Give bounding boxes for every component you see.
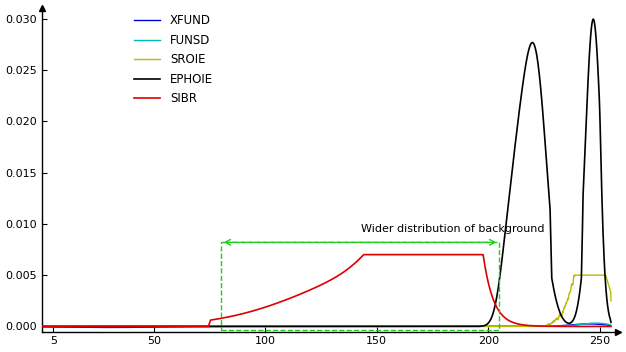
XFUND [316, 324, 323, 328]
SIBR [591, 324, 598, 328]
XFUND [592, 322, 599, 326]
XFUND [591, 322, 598, 326]
Line: SROIE: SROIE [42, 275, 611, 326]
FUNSD [486, 324, 494, 328]
Line: FUNSD: FUNSD [42, 323, 611, 326]
SIBR [38, 324, 46, 328]
FUNSD [590, 321, 598, 325]
FUNSD [591, 321, 598, 325]
XFUND [585, 322, 593, 326]
Text: Wider distribution of background: Wider distribution of background [361, 224, 545, 234]
EPHOIE [315, 324, 322, 328]
SROIE [591, 273, 598, 277]
SIBR [68, 324, 75, 328]
EPHOIE [38, 324, 46, 328]
EPHOIE [300, 324, 307, 328]
XFUND [300, 324, 308, 328]
Line: SIBR: SIBR [42, 254, 611, 326]
Bar [220, 242, 500, 329]
SROIE [591, 273, 598, 277]
SIBR [315, 284, 322, 288]
XFUND [68, 325, 75, 329]
SROIE [315, 324, 322, 328]
SIBR [360, 252, 367, 257]
EPHOIE [68, 324, 75, 328]
FUNSD [592, 321, 599, 325]
SIBR [300, 291, 307, 295]
SIBR [486, 288, 494, 293]
Legend: XFUND, FUNSD, SROIE, EPHOIE, SIBR: XFUND, FUNSD, SROIE, EPHOIE, SIBR [135, 14, 213, 105]
SROIE [570, 273, 578, 277]
XFUND [607, 323, 615, 328]
SIBR [607, 324, 615, 328]
FUNSD [68, 324, 75, 328]
XFUND [105, 325, 113, 329]
XFUND [38, 325, 46, 329]
EPHOIE [486, 319, 494, 323]
FUNSD [315, 324, 322, 328]
FUNSD [38, 324, 46, 328]
Line: EPHOIE: EPHOIE [42, 19, 611, 326]
SIBR [591, 324, 598, 328]
FUNSD [607, 323, 615, 327]
Line: XFUND: XFUND [42, 324, 611, 327]
EPHOIE [590, 17, 597, 21]
EPHOIE [607, 320, 615, 325]
SROIE [607, 299, 615, 303]
EPHOIE [591, 23, 598, 27]
SROIE [38, 324, 46, 328]
EPHOIE [591, 21, 598, 25]
XFUND [486, 324, 494, 328]
SROIE [300, 324, 307, 328]
SROIE [68, 324, 75, 328]
FUNSD [300, 324, 307, 328]
SROIE [486, 324, 494, 328]
